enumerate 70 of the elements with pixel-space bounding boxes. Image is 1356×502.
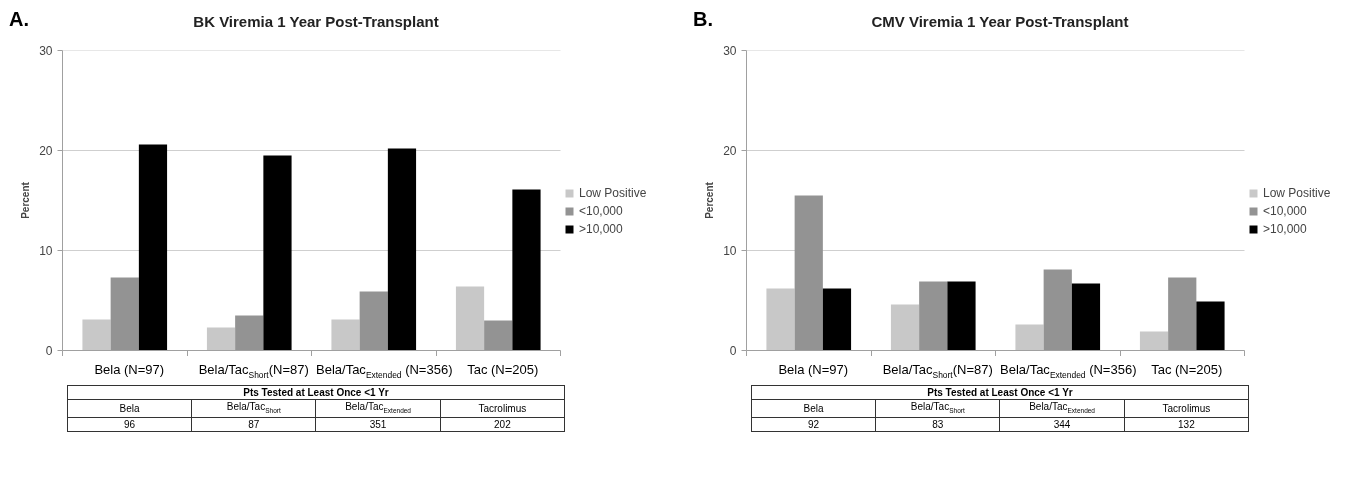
text: 96	[67, 417, 192, 432]
bar	[206, 327, 236, 351]
text: 83	[875, 417, 1000, 432]
y-tick-label: 20	[723, 144, 737, 158]
legend-label: Low Positive	[1263, 186, 1331, 200]
bar	[138, 144, 168, 351]
text: 92	[751, 417, 876, 432]
bar	[387, 148, 417, 351]
text: 202	[440, 417, 565, 432]
x-tick-label: Tac (N=205)	[467, 362, 539, 377]
bar	[263, 155, 292, 351]
bar	[766, 288, 795, 351]
text: Pts Tested at Least Once <1 Yr	[67, 385, 565, 400]
chart-title: CMV Viremia 1 Year Post-Transplant	[870, 12, 1130, 32]
chart-title: BK Viremia 1 Year Post-Transplant	[192, 12, 440, 32]
x-tick-label: Bela (N=97)	[777, 361, 850, 379]
x-tick-label: Bela (N=97)	[93, 361, 166, 379]
text: B.	[693, 7, 713, 32]
text: Bela/Tac$_{Short}$	[875, 399, 1000, 418]
bar	[359, 291, 388, 351]
bar	[110, 277, 139, 351]
y-tick-label: 30	[723, 44, 737, 58]
bar	[455, 286, 485, 351]
bar	[1196, 301, 1225, 351]
x-tick-label: Bela/Tac$_{Short}$(N=87)	[197, 361, 310, 381]
bar	[331, 319, 360, 351]
bar	[484, 320, 513, 351]
text: 87	[191, 417, 316, 432]
text: 132	[1124, 417, 1249, 432]
text: 351	[315, 417, 441, 432]
text: Bela	[67, 399, 192, 418]
bar	[794, 195, 823, 351]
text: Tacrolimus	[440, 399, 565, 418]
bar	[82, 319, 111, 351]
text: Tacrolimus	[1124, 399, 1249, 418]
bar	[1015, 324, 1044, 351]
y-tick-label: 30	[39, 44, 53, 58]
bar	[947, 281, 976, 351]
bar	[919, 281, 948, 351]
legend-label: Low Positive	[579, 186, 647, 200]
y-tick-label: 20	[39, 144, 53, 158]
text: A.	[9, 7, 29, 32]
text: Bela/Tac$_{Extended}$	[315, 399, 441, 418]
bar	[1071, 283, 1101, 351]
legend-label: >10,000	[579, 222, 623, 236]
bar	[1043, 269, 1072, 351]
y-tick-label: 10	[723, 244, 737, 258]
x-tick-label: Tac (N=205)	[1151, 362, 1223, 377]
bar	[1168, 277, 1197, 351]
y-tick-label: 0	[729, 344, 737, 358]
bar	[1139, 331, 1169, 351]
bar	[890, 304, 920, 351]
x-tick-label: Bela/Tac$_{Extended}$ (N=356)	[1000, 361, 1137, 381]
bar	[235, 315, 264, 351]
text: Bela	[751, 399, 876, 418]
text: Bela/Tac$_{Short}$	[191, 399, 316, 418]
y-tick-label: 0	[45, 344, 53, 358]
legend-label: <10,000	[1263, 204, 1307, 218]
y-axis-title: Percent	[20, 181, 32, 219]
x-tick-label: Bela/Tac$_{Short}$(N=87)	[881, 361, 994, 381]
bar	[822, 288, 852, 351]
x-tick-label: Bela/Tac$_{Extended}$ (N=356)	[316, 361, 453, 381]
y-axis-title: Percent	[704, 181, 716, 219]
legend-label: >10,000	[1263, 222, 1307, 236]
legend-label: <10,000	[579, 204, 623, 218]
text: 344	[999, 417, 1125, 432]
text: Bela/Tac$_{Extended}$	[999, 399, 1125, 418]
text: Pts Tested at Least Once <1 Yr	[751, 385, 1249, 400]
y-tick-label: 10	[39, 244, 53, 258]
bar	[512, 189, 541, 351]
